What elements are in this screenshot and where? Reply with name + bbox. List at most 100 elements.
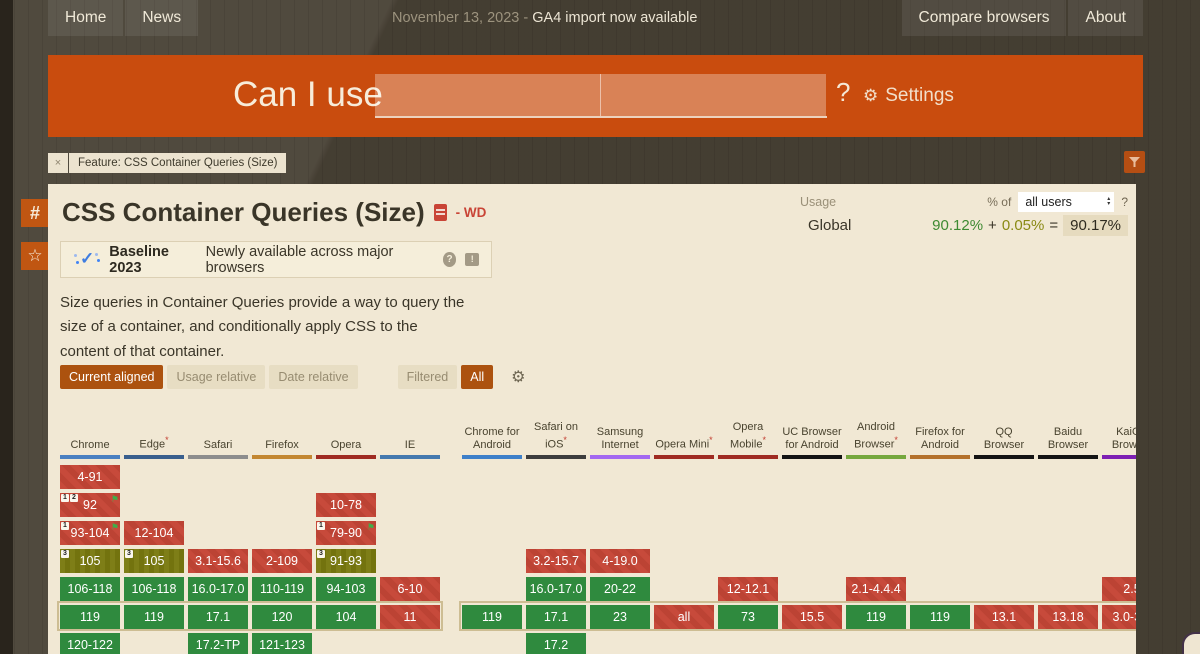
browser-header[interactable]: Samsung Internet xyxy=(596,426,644,451)
settings-button[interactable]: ⚙ Settings xyxy=(863,55,954,137)
support-cell[interactable]: 6-10 xyxy=(380,577,440,601)
nav-compare-browsers[interactable]: Compare browsers xyxy=(901,0,1067,36)
site-logo[interactable]: Can I use xyxy=(233,75,383,114)
support-cell[interactable]: 1 79-90 ⚑ xyxy=(316,521,376,545)
search-help-link[interactable]: ? xyxy=(836,77,851,107)
support-cell[interactable]: 119 xyxy=(124,605,184,629)
baseline-help-icon[interactable]: ? xyxy=(442,252,457,267)
support-cell[interactable]: 2.1-4.4.4 xyxy=(846,577,906,601)
support-cell[interactable]: 4-19.0 xyxy=(590,549,650,573)
view-usage-relative[interactable]: Usage relative xyxy=(167,365,266,389)
feedback-icon[interactable]: ! xyxy=(465,253,480,266)
support-cell[interactable]: 13.18 xyxy=(1038,605,1098,629)
support-cell[interactable]: 121-123 xyxy=(252,633,312,654)
close-icon[interactable]: × xyxy=(48,153,68,173)
browser-header[interactable]: Firefox xyxy=(265,439,299,451)
support-cell[interactable]: 12-104 xyxy=(124,521,184,545)
filter-all[interactable]: All xyxy=(461,365,494,389)
nav-home[interactable]: Home xyxy=(48,0,124,36)
browser-header[interactable]: Safari xyxy=(203,439,233,451)
search-input-secondary[interactable] xyxy=(601,74,826,116)
note-asterisk: * xyxy=(563,435,567,446)
browser-header[interactable]: IE xyxy=(404,439,416,451)
support-cell[interactable]: 4-91 xyxy=(60,465,120,489)
favorite-button[interactable]: ☆ xyxy=(21,242,49,270)
browser-column: IE 6-10 11 xyxy=(380,403,440,654)
support-cell[interactable]: 106-118 xyxy=(60,577,120,601)
browser-header[interactable]: Edge* xyxy=(139,435,169,451)
support-cell[interactable]: 17.2 xyxy=(526,633,586,654)
search-input[interactable] xyxy=(375,74,600,116)
browser-header[interactable]: KaiOS Browser xyxy=(1111,426,1136,451)
support-cell[interactable]: 3 91-93 xyxy=(316,549,376,573)
table-settings-gear-icon[interactable]: ⚙ xyxy=(511,369,526,386)
note-badges: 1 xyxy=(317,522,325,530)
support-cell[interactable]: 119 xyxy=(846,605,906,629)
support-cell[interactable]: 106-118 xyxy=(124,577,184,601)
browser-header[interactable]: Opera Mobile* xyxy=(730,421,766,451)
support-cell[interactable]: 2.5 xyxy=(1102,577,1136,601)
version-range: 17.1 xyxy=(543,610,569,624)
permalink-button[interactable]: # xyxy=(21,199,49,227)
version-range: 13.1 xyxy=(991,610,1017,624)
browser-header[interactable]: Opera Mini* xyxy=(655,435,713,451)
browser-header[interactable]: Baidu Browser xyxy=(1047,426,1089,451)
support-cell[interactable]: 17.1 xyxy=(526,605,586,629)
support-cell[interactable]: 16.0-17.0 xyxy=(526,577,586,601)
browser-header[interactable]: Firefox for Android xyxy=(915,426,965,451)
spec-status[interactable]: - WD xyxy=(455,205,487,220)
support-cell[interactable]: 13.1 xyxy=(974,605,1034,629)
support-cell[interactable]: 15.5 xyxy=(782,605,842,629)
support-cell[interactable]: 16.0-17.0 xyxy=(188,577,248,601)
browser-header[interactable]: UC Browser for Android xyxy=(782,426,842,451)
support-cell[interactable]: 1 93-104 ⚑ xyxy=(60,521,120,545)
support-cell[interactable]: 73 xyxy=(718,605,778,629)
support-cell[interactable]: 1 2 92 ⚑ xyxy=(60,493,120,517)
users-select[interactable]: all users ▴ ▾ xyxy=(1018,192,1115,212)
support-cell[interactable]: all xyxy=(654,605,714,629)
nav-about[interactable]: About xyxy=(1068,0,1143,36)
version-range: 105 xyxy=(79,554,101,568)
baseline-check-icon: ✓ xyxy=(73,249,101,269)
support-cell[interactable]: 94-103 xyxy=(316,577,376,601)
view-current-aligned[interactable]: Current aligned xyxy=(60,365,164,389)
browser-column: Opera 10-78 1 79-90 ⚑ 3 91-93 94-103 104 xyxy=(316,403,376,654)
browser-header[interactable]: Opera xyxy=(330,439,362,451)
support-cell[interactable]: 3 105 xyxy=(124,549,184,573)
browser-color-bar xyxy=(462,455,522,459)
support-cell[interactable]: 12-12.1 xyxy=(718,577,778,601)
usage-partial-value: 0.05% xyxy=(1001,217,1045,234)
support-cell[interactable]: 10-78 xyxy=(316,493,376,517)
support-cell[interactable]: 120-122 xyxy=(60,633,120,654)
support-cell[interactable]: 3.0-3.1 xyxy=(1102,605,1136,629)
view-date-relative[interactable]: Date relative xyxy=(269,365,358,389)
browser-header[interactable]: QQ Browser xyxy=(983,426,1025,451)
announcement[interactable]: November 13, 2023 - GA4 import now avail… xyxy=(392,0,697,36)
browser-header[interactable]: Safari on iOS* xyxy=(533,421,579,451)
support-cell[interactable]: 3 105 xyxy=(60,549,120,573)
support-cell[interactable]: 23 xyxy=(590,605,650,629)
support-cell[interactable]: 120 xyxy=(252,605,312,629)
browser-header[interactable]: Chrome for Android xyxy=(464,426,520,451)
browser-header[interactable]: Android Browser* xyxy=(854,421,898,451)
usage-help-link[interactable]: ? xyxy=(1121,195,1128,209)
browser-column: Baidu Browser 13.18 xyxy=(1038,403,1098,654)
support-cell[interactable]: 110-119 xyxy=(252,577,312,601)
spec-document-icon[interactable] xyxy=(433,204,447,221)
version-range: 10-78 xyxy=(330,498,362,512)
support-cell[interactable]: 3.1-15.6 xyxy=(188,549,248,573)
support-cell[interactable]: 3.2-15.7 xyxy=(526,549,586,573)
nav-news[interactable]: News xyxy=(125,0,199,36)
support-cell[interactable]: 104 xyxy=(316,605,376,629)
filter-filtered[interactable]: Filtered xyxy=(397,365,458,389)
support-cell[interactable]: 17.1 xyxy=(188,605,248,629)
support-cell[interactable]: 11 xyxy=(380,605,440,629)
browser-header[interactable]: Chrome xyxy=(70,439,110,451)
support-cell[interactable]: 119 xyxy=(462,605,522,629)
support-cell[interactable]: 2-109 xyxy=(252,549,312,573)
support-cell[interactable]: 119 xyxy=(910,605,970,629)
support-cell[interactable]: 17.2-TP xyxy=(188,633,248,654)
support-cell[interactable]: 20-22 xyxy=(590,577,650,601)
filter-button[interactable] xyxy=(1124,151,1145,173)
support-cell[interactable]: 119 xyxy=(60,605,120,629)
